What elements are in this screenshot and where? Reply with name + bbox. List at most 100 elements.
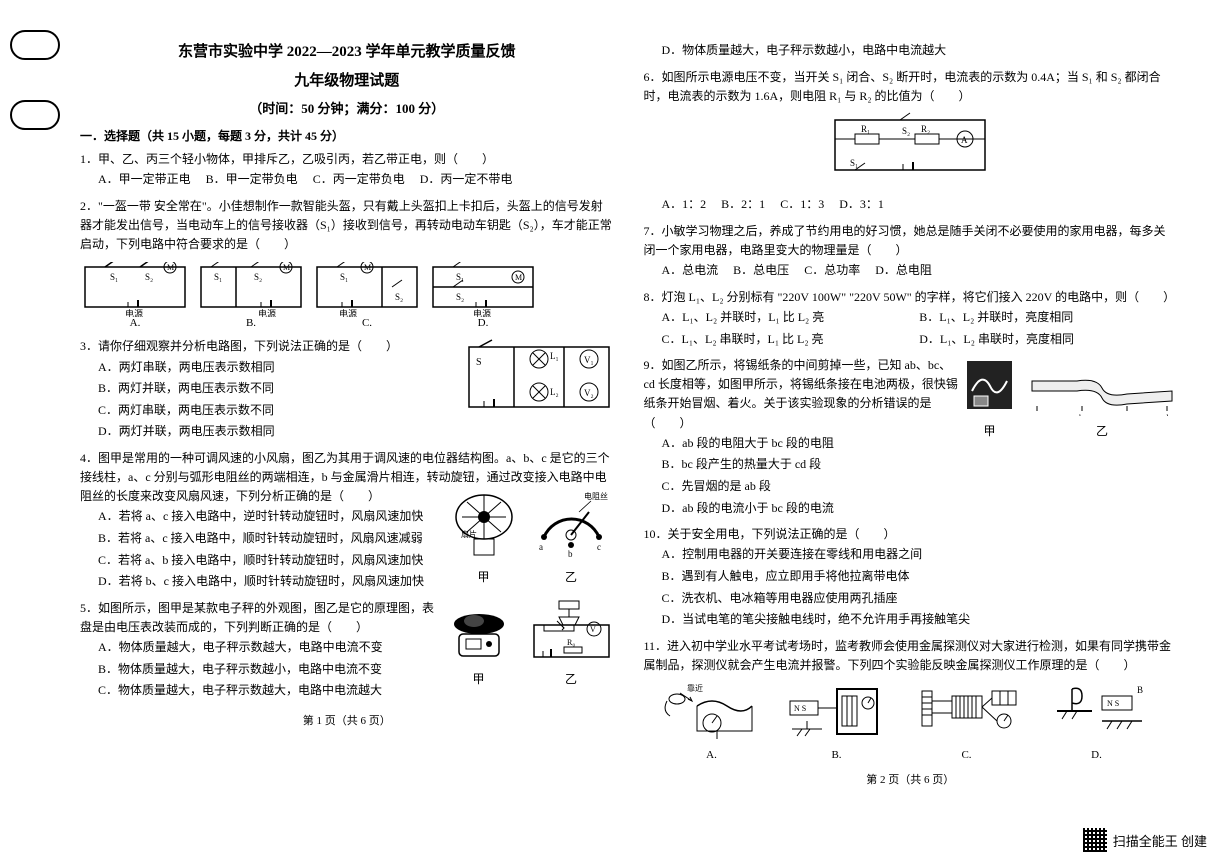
q2-circuit-b: S₁ S₂ M 电源 B.: [196, 262, 306, 329]
footer-1: 第 1 页（共 6 页）: [80, 712, 614, 728]
q7-d: D．总电阻: [875, 260, 932, 282]
q2-text: 2．"一盔一带 安全常在"。小佳想制作一款智能头盔，只有戴上头盔扣上卡扣后，头盔…: [80, 199, 612, 251]
svg-text:N S: N S: [794, 704, 806, 713]
q1-a: A．甲一定带正电: [98, 169, 191, 191]
svg-text:电源: 电源: [125, 308, 143, 317]
svg-text:A: A: [961, 135, 968, 145]
svg-text:b: b: [1079, 413, 1084, 416]
q8-c: C．L₁、L₂ 串联时，L₁ 比 L₂ 亮: [662, 329, 908, 351]
q7: 7．小敏学习物理之后，养成了节约用电的好习惯，她总是随手关闭不必要使用的家用电器…: [644, 222, 1178, 282]
q6-c: C．1：3: [780, 194, 824, 216]
svg-text:S₁: S₁: [110, 272, 118, 282]
q6-text: 6．如图所示电源电压不变，当开关 S₁ 闭合、S₂ 断开时，电流表的示数为 0.…: [644, 70, 1161, 103]
q1-c: C．丙一定带负电: [313, 169, 405, 191]
q5-d: D．物体质量越大，电子秤示数越小，电路中电流越大: [662, 40, 1178, 62]
q6-a: A．1：2: [662, 194, 707, 216]
q1-d: D．丙一定不带电: [420, 169, 513, 191]
svg-text:电阻丝: 电阻丝: [584, 491, 608, 501]
q2-b-label: B.: [246, 317, 256, 329]
q9: 甲 a b c d 乙 9．如图乙所示，将锡纸条的中间剪掉一些，已知 ab、bc…: [644, 356, 1178, 519]
title: 东营市实验中学 2022—2023 学年单元教学质量反馈: [80, 40, 614, 61]
q11-b: B.: [782, 749, 892, 761]
q8-text: 8．灯泡 L₁、L₂ 分别标有 "220V 100W" "220V 50W" 的…: [644, 290, 1176, 304]
q9-figures: 甲 a b c d 乙: [962, 356, 1177, 441]
svg-text:S₂: S₂: [902, 126, 910, 136]
binding-hole: [10, 30, 60, 60]
q2: 2．"一盔一带 安全常在"。小佳想制作一款智能头盔，只有戴上头盔扣上卡扣后，头盔…: [80, 197, 614, 255]
q4: 4．图甲是常用的一种可调风速的小风扇，图乙为其用于调风速的电位器结构图。a、b、…: [80, 449, 614, 593]
q11-text: 11．进入初中学业水平考试考场时，监考教师会使用金属探测仪对大家进行检测，如果有…: [644, 639, 1172, 672]
svg-text:R₁: R₁: [861, 124, 870, 134]
svg-text:M: M: [283, 263, 290, 272]
svg-text:c: c: [597, 542, 601, 552]
svg-text:d: d: [1164, 413, 1169, 416]
q10-d: D．当试电笔的笔尖接触电线时，绝不允许用手再接触笔尖: [662, 609, 1178, 631]
svg-text:电源: 电源: [258, 308, 276, 317]
q7-a: A．总电流: [662, 260, 719, 282]
svg-text:B: B: [1137, 685, 1143, 695]
svg-text:扇片: 扇片: [461, 529, 477, 539]
svg-text:N S: N S: [1107, 699, 1119, 708]
header: 东营市实验中学 2022—2023 学年单元教学质量反馈 九年级物理试题 （时间…: [80, 40, 614, 117]
q4-cap1: 甲: [449, 568, 519, 587]
subtitle: 九年级物理试题: [80, 69, 614, 90]
svg-text:V₂: V₂: [584, 388, 594, 398]
q5-cap1: 甲: [444, 670, 514, 689]
svg-text:V: V: [590, 625, 596, 634]
footer-2: 第 2 页（共 6 页）: [644, 771, 1178, 787]
q8-d: D．L₁、L₂ 串联时，亮度相同: [919, 329, 1165, 351]
q11-figures: 靠近 A. N S B.: [662, 681, 1178, 761]
q10-c: C．洗衣机、电冰箱等用电器应使用两孔插座: [662, 588, 1178, 610]
scan-text: 扫描全能王 创建: [1113, 831, 1207, 850]
q1-text: 1．甲、乙、丙三个轻小物体，甲排斥乙，乙吸引丙，若乙带正电，则（ ）: [80, 152, 494, 166]
svg-text:S₁: S₁: [850, 158, 858, 168]
q1: 1．甲、乙、丙三个轻小物体，甲排斥乙，乙吸引丙，若乙带正电，则（ ） A．甲一定…: [80, 150, 614, 191]
q2-circuits: S₁ S₂ M 电源 A. S₁ S₂ M 电源 B.: [80, 262, 614, 329]
svg-text:M: M: [364, 263, 371, 272]
q9-cap1: 甲: [962, 422, 1017, 441]
svg-text:L₁: L₁: [550, 351, 559, 361]
q7-text: 7．小敏学习物理之后，养成了节约用电的好习惯，她总是随手关闭不必要使用的家用电器…: [644, 224, 1166, 257]
q2-circuit-d: S₁ S₂ M 电源 D.: [428, 262, 538, 329]
q1-b: B．甲一定带负电: [206, 169, 298, 191]
q8-a: A．L₁、L₂ 并联时，L₁ 比 L₂ 亮: [662, 307, 908, 329]
q3-d: D．两灯并联，两电压表示数相同: [98, 421, 614, 443]
q9-text: 9．如图乙所示，将锡纸条的中间剪掉一些，已知 ab、bc、cd 长度相等，如图甲…: [644, 358, 958, 430]
q6-figure: S₂ R₁ R₂ A S₁: [825, 112, 995, 182]
q10-a: A．控制用电器的开关要连接在零线和用电器之间: [662, 544, 1178, 566]
q6: 6．如图所示电源电压不变，当开关 S₁ 闭合、S₂ 断开时，电流表的示数为 0.…: [644, 68, 1178, 216]
svg-text:R₂: R₂: [921, 124, 930, 134]
q4-cap2: 乙: [529, 568, 614, 587]
q9-b: B．bc 段产生的热量大于 cd 段: [662, 454, 1178, 476]
q7-c: C．总功率: [804, 260, 860, 282]
q5-text: 5．如图所示，图甲是某款电子秤的外观图，图乙是它的原理图，表盘是由电压表改装而成…: [80, 601, 434, 634]
qr-icon: [1083, 828, 1107, 852]
q10: 10．关于安全用电，下列说法正确的是（ ） A．控制用电器的开关要连接在零线和用…: [644, 525, 1178, 631]
svg-text:S₁: S₁: [340, 272, 348, 282]
scan-watermark: 扫描全能王 创建: [1083, 828, 1207, 852]
q2-circuit-a: S₁ S₂ M 电源 A.: [80, 262, 190, 329]
q6-d: D．3：1: [839, 194, 884, 216]
svg-text:V₁: V₁: [584, 355, 594, 365]
svg-text:a: a: [539, 542, 543, 552]
q2-d-label: D.: [478, 317, 489, 329]
q5-cap2: 乙: [529, 670, 614, 689]
q6-b: B．2：1: [721, 194, 765, 216]
q3: S L₁ L₂ V₁ V₂ 3．请你仔细观察并分析电路图，下列说法正确的是（ ）…: [80, 337, 614, 443]
right-column: D．物体质量越大，电子秤示数越小，电路中电流越大 6．如图所示电源电压不变，当开…: [644, 40, 1178, 787]
q10-b: B．遇到有人触电，应立即用手将他拉离带电体: [662, 566, 1178, 588]
q9-cap2: 乙: [1027, 422, 1177, 441]
section-head: 一．选择题（共 15 小题，每题 3 分，共计 45 分）: [80, 127, 614, 144]
time: （时间：50 分钟；满分：100 分）: [80, 98, 614, 117]
q2-c-label: C.: [362, 317, 372, 329]
svg-text:L₂: L₂: [550, 387, 559, 397]
svg-text:S: S: [476, 357, 482, 368]
q11: 11．进入初中学业水平考试考场时，监考教师会使用金属探测仪对大家进行检测，如果有…: [644, 637, 1178, 675]
q2-a-label: A.: [130, 317, 141, 329]
q10-text: 10．关于安全用电，下列说法正确的是（ ）: [644, 527, 896, 541]
svg-text:M: M: [167, 263, 174, 272]
q7-b: B．总电压: [733, 260, 789, 282]
svg-text:S₂: S₂: [395, 292, 403, 302]
svg-text:M: M: [515, 273, 522, 282]
q5: 甲 V R₀ 乙 5．如图所示，图甲是某款电子秤的外观图，图乙是它的原理图，表盘…: [80, 599, 614, 702]
